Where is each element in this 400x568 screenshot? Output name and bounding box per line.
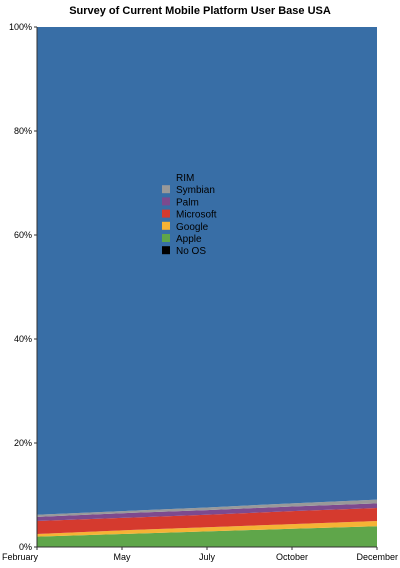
area-microsoft [37,508,377,534]
x-tick-label: May [113,552,131,562]
axes-layer: 0% 20% 40% 60% 80% 100% February May July October… [2,22,398,562]
legend-swatch-rim [162,173,170,181]
y-tick-label: 80% [14,126,32,136]
y-tick-label: 0% [19,542,32,552]
legend-swatch-google [162,221,170,230]
y-tick-label: 60% [14,230,32,240]
x-tick-label: February [2,552,39,562]
y-tick-label: 100% [9,22,32,32]
areas-layer [37,27,377,547]
area-google [37,521,377,537]
legend-swatch-palm [162,197,170,206]
x-tick-label: July [199,552,216,562]
chart-title: Survey of Current Mobile Platform User B… [69,5,331,17]
legend-label-palm: Palm [176,197,199,208]
x-tick-label: December [356,552,398,562]
legend-swatch-symbian [162,185,170,194]
legend-label-symbian: Symbian [176,185,215,196]
legend-label-google: Google [176,222,209,233]
area-symbian [37,499,377,517]
legend-swatch-microsoft [162,209,170,218]
legend-label-apple: Apple [176,234,202,245]
area-apple [37,526,377,547]
legend-label-rim: RIM [176,173,194,184]
area-rim [37,27,377,515]
y-tick-label: 20% [14,438,32,448]
area-palm [37,503,377,521]
y-tick-label: 40% [14,334,32,344]
legend-swatch-apple [162,234,170,242]
legend-label-no-os: No OS [176,246,206,257]
legend-label-microsoft: Microsoft [176,210,217,221]
x-tick-label: October [276,552,308,562]
legend-swatch-no-os [162,246,170,255]
